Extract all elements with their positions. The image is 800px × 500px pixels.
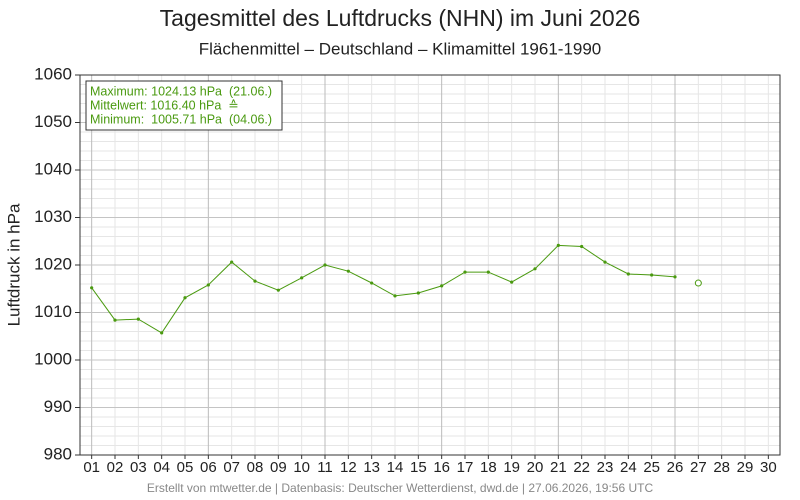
- data-point: [486, 270, 490, 274]
- data-point: [253, 279, 257, 283]
- x-tick-label: 25: [643, 459, 660, 476]
- x-tick-label: 24: [620, 459, 637, 476]
- y-tick-label: 1050: [34, 112, 72, 131]
- data-point: [626, 272, 630, 276]
- x-tick-label: 13: [363, 459, 380, 476]
- x-tick-label: 14: [387, 459, 404, 476]
- x-tick-label: 21: [550, 459, 567, 476]
- x-tick-label: 20: [527, 459, 544, 476]
- info-text: Mittelwert: 1016.40 hPa ≙: [90, 98, 239, 112]
- x-tick-label: 15: [410, 459, 427, 476]
- data-point: [440, 284, 444, 288]
- x-tick-label: 04: [153, 459, 170, 476]
- data-line: [91, 244, 676, 334]
- data-point: [206, 283, 210, 287]
- data-point: [694, 279, 702, 287]
- y-axis-label: Luftdruck in hPa: [4, 203, 23, 326]
- x-tick-label: 19: [503, 459, 520, 476]
- y-tick-label: 980: [44, 444, 72, 463]
- data-point: [533, 267, 537, 271]
- data-point: [323, 263, 327, 267]
- data-point: [136, 317, 140, 321]
- x-tick-label: 10: [293, 459, 310, 476]
- x-tick-label: 07: [223, 459, 240, 476]
- chart-subtitle: Flächenmittel – Deutschland – Klimamitte…: [199, 39, 602, 58]
- x-tick-label: 22: [573, 459, 590, 476]
- y-tick-label: 1060: [34, 64, 72, 83]
- y-tick-label: 1010: [34, 302, 72, 321]
- data-point: [603, 260, 607, 264]
- data-point: [416, 291, 420, 295]
- y-tick-label: 1030: [34, 207, 72, 226]
- y-tick-label: 1040: [34, 159, 72, 178]
- data-point: [463, 270, 467, 274]
- x-tick-label: 27: [690, 459, 707, 476]
- x-tick-label: 28: [713, 459, 730, 476]
- chart-title: Tagesmittel des Luftdrucks (NHN) im Juni…: [160, 5, 641, 31]
- data-point: [556, 243, 560, 247]
- data-point: [90, 286, 94, 290]
- x-tick-label: 09: [270, 459, 287, 476]
- x-tick-label: 03: [130, 459, 147, 476]
- x-tick-label: 06: [200, 459, 217, 476]
- x-tick-label: 02: [107, 459, 124, 476]
- y-tick-label: 1020: [34, 254, 72, 273]
- data-point: [300, 276, 304, 280]
- x-tick-label: 11: [317, 459, 333, 476]
- x-tick-label: 05: [177, 459, 194, 476]
- x-tick-label: 23: [597, 459, 614, 476]
- data-point: [393, 294, 397, 298]
- data-point: [113, 318, 117, 322]
- x-tick-label: 30: [760, 459, 777, 476]
- data-point: [346, 269, 350, 273]
- footer: Erstellt von mtwetter.de | Datenbasis: D…: [147, 481, 654, 495]
- info-text: Maximum: 1024.13 hPa (21.06.): [90, 84, 272, 98]
- y-tick-label: 990: [44, 397, 72, 416]
- x-tick-label: 16: [433, 459, 450, 476]
- x-tick-label: 18: [480, 459, 497, 476]
- x-tick-label: 12: [340, 459, 357, 476]
- y-tick-label: 1000: [34, 349, 72, 368]
- data-point: [230, 260, 234, 264]
- data-point: [673, 275, 677, 279]
- x-tick-label: 26: [667, 459, 684, 476]
- info-box: [85, 80, 283, 131]
- data-point: [276, 288, 280, 292]
- x-tick-label: 01: [83, 459, 100, 476]
- x-tick-label: 08: [247, 459, 264, 476]
- x-tick-label: 29: [737, 459, 754, 476]
- data-point: [580, 244, 584, 249]
- plot-frame: [79, 74, 781, 456]
- data-point: [510, 280, 514, 284]
- info-text: Minimum: 1005.71 hPa (04.06.): [90, 112, 272, 126]
- data-point: [370, 281, 374, 285]
- data-point: [650, 273, 654, 277]
- x-tick-label: 17: [457, 459, 474, 476]
- data-point: [183, 296, 187, 300]
- data-point: [160, 331, 164, 335]
